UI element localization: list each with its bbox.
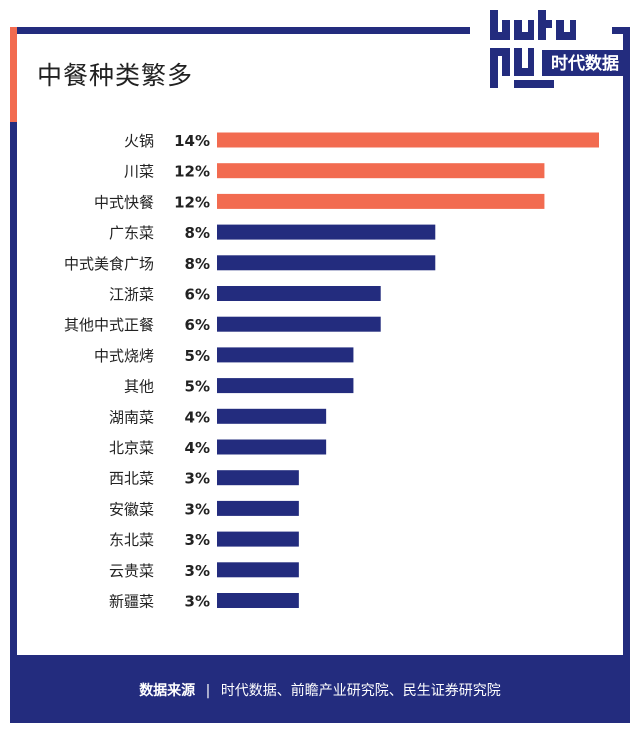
value-label: 3% — [185, 562, 210, 580]
footer-sources: 时代数据、前瞻产业研究院、民生证券研究院 — [220, 683, 501, 699]
bar — [217, 224, 436, 240]
category-label: 东北菜 — [109, 531, 154, 549]
category-label: 云贵菜 — [109, 562, 154, 580]
category-label: 中式美食广场 — [64, 255, 154, 273]
value-label: 3% — [185, 593, 210, 611]
bar — [217, 286, 381, 301]
value-label: 8% — [185, 255, 210, 273]
category-label: 安徽菜 — [109, 500, 154, 518]
category-label: 西北菜 — [109, 470, 154, 488]
bar — [217, 255, 436, 271]
chart-title: 中餐种类繁多 — [37, 61, 194, 90]
value-label: 6% — [185, 286, 210, 304]
frame-top-right-bar — [612, 27, 630, 34]
bar — [217, 132, 599, 148]
bar — [217, 408, 327, 424]
value-label: 5% — [185, 347, 210, 365]
bar — [217, 531, 299, 547]
category-label: 广东菜 — [109, 224, 154, 242]
footer-label: 数据来源 — [139, 683, 196, 699]
category-label: 江浙菜 — [109, 286, 154, 304]
frame-left-bar — [10, 122, 17, 662]
bar — [217, 439, 327, 455]
frame-right-bar — [623, 27, 630, 657]
footer: 数据来源 | 时代数据、前瞻产业研究院、民生证券研究院 — [10, 655, 630, 723]
category-label: 其他 — [124, 378, 154, 396]
bar — [217, 593, 299, 608]
footer-separator: | — [205, 683, 211, 699]
category-label: 其他中式正餐 — [64, 316, 154, 334]
category-label: 川菜 — [124, 163, 154, 181]
category-label: 湖南菜 — [109, 408, 154, 426]
bar — [217, 500, 299, 516]
value-label: 4% — [185, 408, 210, 426]
value-label: 4% — [185, 439, 210, 457]
bar — [217, 470, 299, 486]
value-label: 8% — [185, 224, 210, 242]
bar — [217, 347, 354, 363]
category-label: 新疆菜 — [109, 593, 154, 611]
category-label: 中式快餐 — [94, 193, 154, 211]
bar — [217, 193, 545, 209]
value-label: 5% — [185, 378, 210, 396]
logo-text: 时代数据 — [551, 53, 619, 74]
logo-wordmark-blocks — [490, 10, 576, 88]
value-label: 14% — [174, 132, 210, 150]
value-label: 6% — [185, 316, 210, 334]
value-label: 12% — [174, 163, 210, 181]
category-label: 中式烧烤 — [94, 347, 154, 365]
bar — [217, 562, 299, 578]
category-label: 火锅 — [124, 132, 154, 150]
datagoo-logo: 时代数据 — [490, 10, 628, 88]
value-label: 3% — [185, 470, 210, 488]
value-label: 3% — [185, 500, 210, 518]
category-label: 北京菜 — [109, 439, 154, 457]
value-label: 12% — [174, 193, 210, 211]
bar — [217, 378, 354, 394]
footer-source: 数据来源 | 时代数据、前瞻产业研究院、民生证券研究院 — [10, 680, 630, 700]
bar — [217, 316, 381, 332]
frame-top-bar — [10, 27, 470, 34]
frame-left-accent-bar — [10, 27, 17, 122]
bar — [217, 163, 545, 179]
value-label: 3% — [185, 531, 210, 549]
